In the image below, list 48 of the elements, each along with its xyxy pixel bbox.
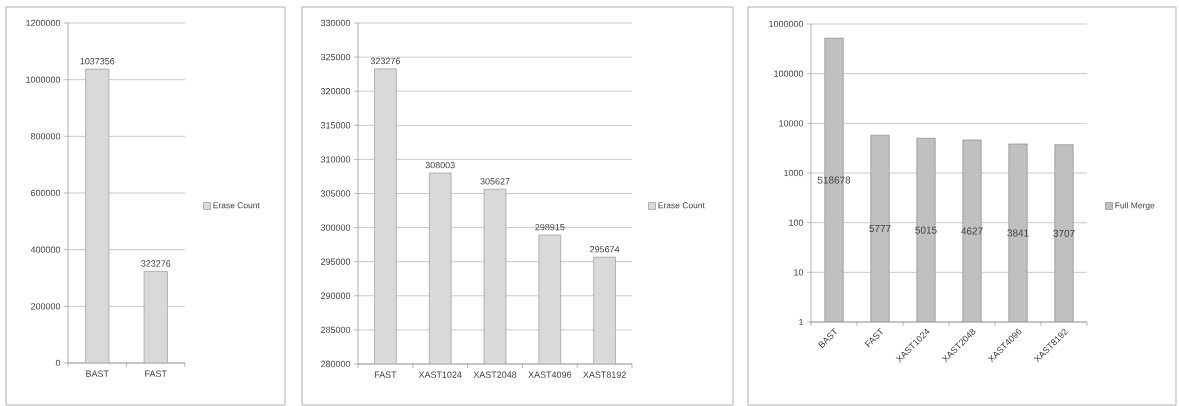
y-tick-label: 1 [799, 318, 804, 326]
y-tick-label: 100 [789, 219, 804, 226]
x-tick-label: XAST1024 [418, 371, 462, 378]
legend-label: Erase Count [658, 202, 705, 209]
y-tick-label: 290000 [321, 292, 351, 299]
y-tick-label: 305000 [320, 190, 351, 197]
y-tick-label: 285000 [321, 326, 351, 334]
y-tick-label: 1000000 [769, 20, 804, 28]
y-tick-label: 300000 [320, 224, 351, 231]
data-label: 1037356 [80, 58, 115, 65]
x-tick-label: FAST [374, 371, 397, 378]
data-label: 323276 [370, 57, 400, 65]
y-tick-label: 320000 [320, 88, 351, 95]
y-tick-label: 10 [794, 269, 804, 276]
data-label: 305627 [480, 178, 510, 185]
y-tick-label: 295000 [321, 258, 351, 265]
data-label: 5015 [915, 226, 937, 234]
y-tick-label: 200000 [31, 303, 61, 310]
data-label: 295674 [590, 246, 620, 253]
y-tick-label: 330000 [320, 19, 351, 27]
x-tick-label: XAST4096 [528, 371, 572, 378]
legend-label: Full Merge [1115, 202, 1155, 211]
data-label: 3707 [1053, 229, 1075, 237]
data-label: 3841 [1007, 229, 1029, 237]
data-label: 518678 [817, 176, 851, 184]
y-tick-label: 600000 [31, 189, 61, 197]
y-tick-label: 1000 [784, 169, 804, 177]
y-tick-label: 800000 [30, 133, 61, 140]
y-tick-label: 400000 [30, 246, 61, 253]
y-tick-label: 1000000 [26, 76, 61, 83]
y-tick-label: 1200000 [26, 19, 61, 27]
legend-label: Erase Count [213, 202, 260, 209]
data-label: 4627 [961, 227, 983, 235]
data-label: 323276 [141, 260, 171, 267]
y-tick-label: 325000 [320, 53, 351, 61]
y-tick-label: 315000 [320, 122, 351, 129]
y-tick-label: 100000 [774, 70, 804, 77]
x-tick-label: BAST [86, 370, 109, 377]
x-tick-label: XAST2048 [473, 371, 517, 378]
y-tick-label: 310000 [320, 156, 351, 163]
y-tick-label: 280000 [321, 360, 351, 368]
data-label: 308003 [425, 161, 455, 169]
y-tick-label: 0 [55, 359, 61, 367]
x-tick-label: XAST8192 [583, 371, 626, 378]
data-label: 298915 [535, 223, 565, 231]
x-tick-label: FAST [145, 370, 167, 377]
data-label: 5777 [869, 225, 891, 233]
y-tick-label: 10000 [779, 120, 804, 127]
